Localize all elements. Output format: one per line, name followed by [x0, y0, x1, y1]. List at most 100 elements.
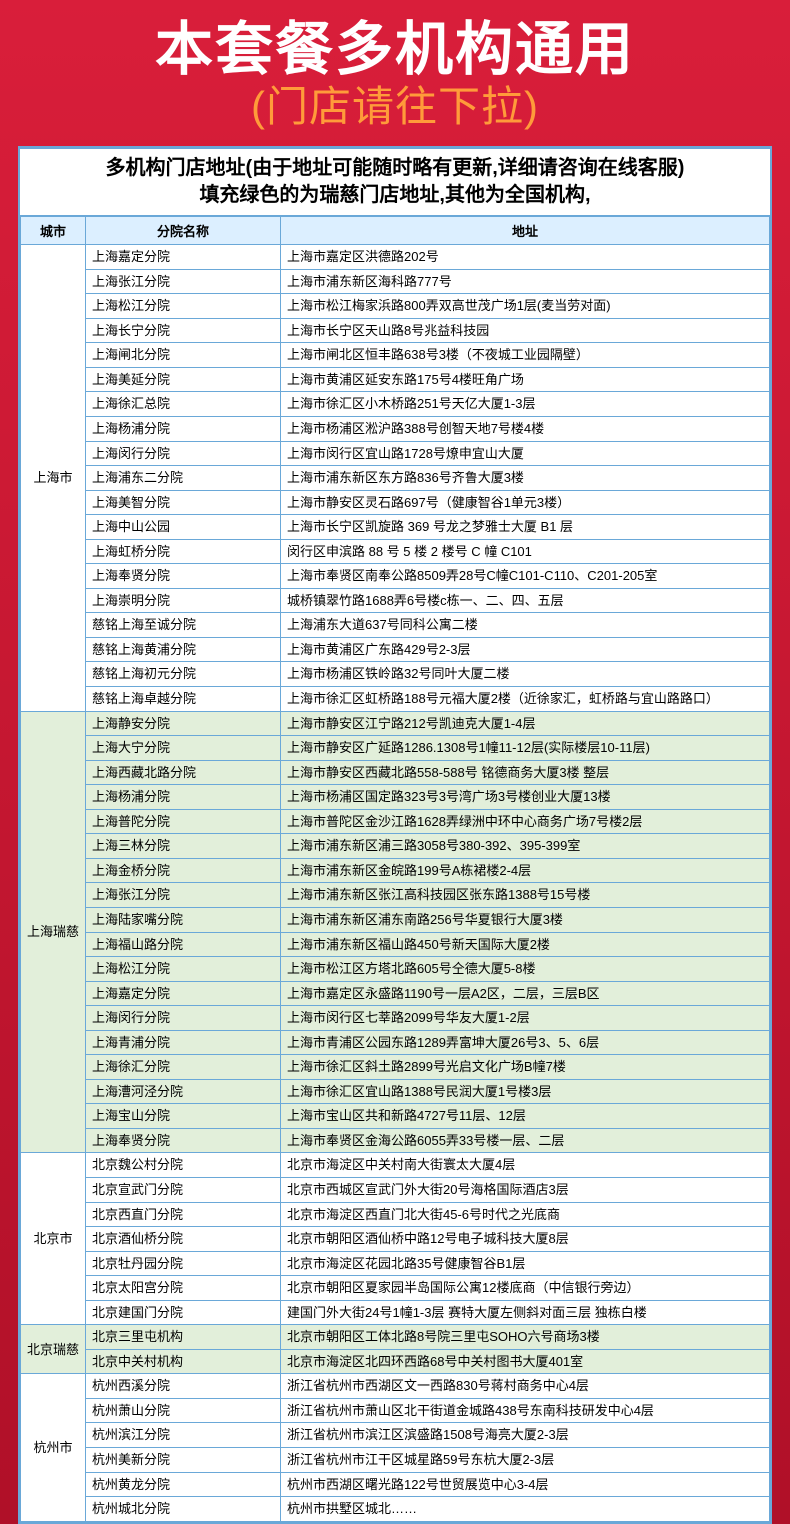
branch-cell: 北京魏公村分院 — [86, 1153, 281, 1178]
table-row: 上海三林分院上海市浦东新区浦三路3058号380-392、395-399室 — [21, 834, 770, 859]
table-row: 慈铭上海初元分院上海市杨浦区铁岭路32号同叶大厦二楼 — [21, 662, 770, 687]
branch-cell: 上海崇明分院 — [86, 588, 281, 613]
address-cell: 上海市嘉定区永盛路1190号一层A2区，二层，三层B区 — [281, 981, 770, 1006]
branch-cell: 慈铭上海黄浦分院 — [86, 637, 281, 662]
branch-cell: 上海奉贤分院 — [86, 1128, 281, 1153]
table-row: 慈铭上海至诚分院上海浦东大道637号同科公寓二楼 — [21, 613, 770, 638]
address-cell: 浙江省杭州市江干区城星路59号东杭大厦2-3层 — [281, 1447, 770, 1472]
address-cell: 上海市徐汇区斜土路2899号光启文化广场B幢7楼 — [281, 1055, 770, 1080]
branch-cell: 北京太阳宫分院 — [86, 1276, 281, 1301]
table-row: 上海虹桥分院闵行区申滨路 88 号 5 楼 2 楼号 C 幢 C101 — [21, 539, 770, 564]
city-cell: 杭州市 — [21, 1374, 86, 1521]
address-cell: 浙江省杭州市西湖区文一西路830号蒋村商务中心4层 — [281, 1374, 770, 1399]
address-cell: 上海市闵行区七莘路2099号华友大厦1-2层 — [281, 1006, 770, 1031]
table-row: 上海漕河泾分院上海市徐汇区宜山路1388号民润大厦1号楼3层 — [21, 1079, 770, 1104]
branch-table: 城市 分院名称 地址 上海市上海嘉定分院上海市嘉定区洪德路202号上海张江分院上… — [20, 216, 770, 1521]
address-cell: 建国门外大街24号1幢1-3层 赛特大厦左侧斜对面三层 独栋白楼 — [281, 1300, 770, 1325]
branch-cell: 上海松江分院 — [86, 957, 281, 982]
table-row: 上海福山路分院上海市浦东新区福山路450号新天国际大厦2楼 — [21, 932, 770, 957]
table-row: 上海杨浦分院上海市杨浦区国定路323号3号湾广场3号楼创业大厦13楼 — [21, 785, 770, 810]
col-branch: 分院名称 — [86, 217, 281, 245]
table-row: 上海松江分院上海市松江梅家浜路800弄双高世茂广场1层(麦当劳对面) — [21, 294, 770, 319]
branch-cell: 上海杨浦分院 — [86, 785, 281, 810]
branch-cell: 北京牡丹园分院 — [86, 1251, 281, 1276]
address-cell: 上海市浦东新区浦三路3058号380-392、395-399室 — [281, 834, 770, 859]
header-subtitle: (门店请往下拉) — [0, 82, 790, 132]
address-cell: 上海市静安区西藏北路558-588号 铭德商务大厦3楼 整层 — [281, 760, 770, 785]
address-cell: 北京市朝阳区夏家园半岛国际公寓12楼底商（中信银行旁边） — [281, 1276, 770, 1301]
branch-cell: 上海青浦分院 — [86, 1030, 281, 1055]
address-cell: 上海市杨浦区淞沪路388号创智天地7号楼4楼 — [281, 417, 770, 442]
address-cell: 北京市朝阳区工体北路8号院三里屯SOHO六号商场3楼 — [281, 1325, 770, 1350]
branch-cell: 上海张江分院 — [86, 269, 281, 294]
table-row: 上海崇明分院城桥镇翠竹路1688弄6号楼c栋一、二、四、五层 — [21, 588, 770, 613]
branch-cell: 上海嘉定分院 — [86, 981, 281, 1006]
branch-cell: 上海漕河泾分院 — [86, 1079, 281, 1104]
table-row: 慈铭上海卓越分院上海市徐汇区虹桥路188号元福大厦2楼（近徐家汇，虹桥路与宜山路… — [21, 687, 770, 712]
address-cell: 上海市浦东新区金皖路199号A栋裙楼2-4层 — [281, 858, 770, 883]
branch-cell: 杭州萧山分院 — [86, 1398, 281, 1423]
branch-cell: 上海松江分院 — [86, 294, 281, 319]
address-cell: 上海市宝山区共和新路4727号11层、12层 — [281, 1104, 770, 1129]
address-cell: 上海浦东大道637号同科公寓二楼 — [281, 613, 770, 638]
table-row: 北京酒仙桥分院北京市朝阳区酒仙桥中路12号电子城科技大厦8层 — [21, 1227, 770, 1252]
address-cell: 城桥镇翠竹路1688弄6号楼c栋一、二、四、五层 — [281, 588, 770, 613]
notice-line2: 填充绿色的为瑞慈门店地址,其他为全国机构, — [199, 184, 590, 206]
address-cell: 上海市杨浦区国定路323号3号湾广场3号楼创业大厦13楼 — [281, 785, 770, 810]
table-row: 杭州滨江分院浙江省杭州市滨江区滨盛路1508号海亮大厦2-3层 — [21, 1423, 770, 1448]
branch-cell: 上海奉贤分院 — [86, 564, 281, 589]
table-row: 上海张江分院上海市浦东新区张江高科技园区张东路1388号15号楼 — [21, 883, 770, 908]
address-cell: 上海市静安区灵石路697号（健康智谷1单元3楼） — [281, 490, 770, 515]
address-cell: 北京市西城区宣武门外大街20号海格国际酒店3层 — [281, 1177, 770, 1202]
table-row: 上海大宁分院上海市静安区广延路1286.1308号1幢11-12层(实际楼层10… — [21, 736, 770, 761]
address-cell: 上海市浦东新区张江高科技园区张东路1388号15号楼 — [281, 883, 770, 908]
branch-cell: 北京西直门分院 — [86, 1202, 281, 1227]
address-cell: 上海市闵行区宜山路1728号燎申宜山大厦 — [281, 441, 770, 466]
page-outer: 本套餐多机构通用 (门店请往下拉) 多机构门店地址(由于地址可能随时略有更新,详… — [0, 0, 790, 1524]
table-row: 上海中山公园上海市长宁区凯旋路 369 号龙之梦雅士大厦 B1 层 — [21, 515, 770, 540]
table-row: 北京牡丹园分院北京市海淀区花园北路35号健康智谷B1层 — [21, 1251, 770, 1276]
table-row: 杭州美新分院浙江省杭州市江干区城星路59号东杭大厦2-3层 — [21, 1447, 770, 1472]
branch-cell: 北京建国门分院 — [86, 1300, 281, 1325]
branch-cell: 上海闸北分院 — [86, 343, 281, 368]
branch-cell: 杭州西溪分院 — [86, 1374, 281, 1399]
address-cell: 北京市海淀区西直门北大街45-6号时代之光底商 — [281, 1202, 770, 1227]
table-row: 北京太阳宫分院北京市朝阳区夏家园半岛国际公寓12楼底商（中信银行旁边） — [21, 1276, 770, 1301]
address-cell: 北京市朝阳区酒仙桥中路12号电子城科技大厦8层 — [281, 1227, 770, 1252]
address-cell: 浙江省杭州市滨江区滨盛路1508号海亮大厦2-3层 — [281, 1423, 770, 1448]
branch-cell: 上海三林分院 — [86, 834, 281, 859]
branch-cell: 上海大宁分院 — [86, 736, 281, 761]
address-cell: 闵行区申滨路 88 号 5 楼 2 楼号 C 幢 C101 — [281, 539, 770, 564]
address-cell: 上海市浦东新区浦东南路256号华夏银行大厦3楼 — [281, 907, 770, 932]
content-panel: 多机构门店地址(由于地址可能随时略有更新,详细请咨询在线客服) 填充绿色的为瑞慈… — [18, 146, 772, 1523]
branch-cell: 杭州黄龙分院 — [86, 1472, 281, 1497]
table-row: 杭州黄龙分院杭州市西湖区曙光路122号世贸展览中心3-4层 — [21, 1472, 770, 1497]
address-cell: 上海市长宁区凯旋路 369 号龙之梦雅士大厦 B1 层 — [281, 515, 770, 540]
table-row: 杭州市杭州西溪分院浙江省杭州市西湖区文一西路830号蒋村商务中心4层 — [21, 1374, 770, 1399]
table-row: 上海奉贤分院上海市奉贤区南奉公路8509弄28号C幢C101-C110、C201… — [21, 564, 770, 589]
address-cell: 上海市松江区方塔北路605号仝德大厦5-8楼 — [281, 957, 770, 982]
table-row: 北京建国门分院建国门外大街24号1幢1-3层 赛特大厦左侧斜对面三层 独栋白楼 — [21, 1300, 770, 1325]
branch-cell: 上海徐汇总院 — [86, 392, 281, 417]
notice-text: 多机构门店地址(由于地址可能随时略有更新,详细请咨询在线客服) 填充绿色的为瑞慈… — [20, 149, 770, 216]
branch-cell: 杭州美新分院 — [86, 1447, 281, 1472]
city-cell: 北京市 — [21, 1153, 86, 1325]
table-row: 上海奉贤分院上海市奉贤区金海公路6055弄33号楼一层、二层 — [21, 1128, 770, 1153]
address-cell: 杭州市拱墅区城北…… — [281, 1497, 770, 1522]
header-title: 本套餐多机构通用 — [0, 18, 790, 82]
branch-cell: 上海普陀分院 — [86, 809, 281, 834]
branch-cell: 上海张江分院 — [86, 883, 281, 908]
table-row: 北京中关村机构北京市海淀区北四环西路68号中关村图书大厦401室 — [21, 1349, 770, 1374]
branch-cell: 慈铭上海卓越分院 — [86, 687, 281, 712]
branch-cell: 杭州城北分院 — [86, 1497, 281, 1522]
branch-cell: 上海福山路分院 — [86, 932, 281, 957]
branch-cell: 上海中山公园 — [86, 515, 281, 540]
address-cell: 杭州市西湖区曙光路122号世贸展览中心3-4层 — [281, 1472, 770, 1497]
city-cell: 上海市 — [21, 245, 86, 711]
table-row: 上海徐汇总院上海市徐汇区小木桥路251号天亿大厦1-3层 — [21, 392, 770, 417]
table-row: 北京西直门分院北京市海淀区西直门北大街45-6号时代之光底商 — [21, 1202, 770, 1227]
address-cell: 上海市黄浦区延安东路175号4楼旺角广场 — [281, 367, 770, 392]
branch-cell: 杭州滨江分院 — [86, 1423, 281, 1448]
city-cell: 北京瑞慈 — [21, 1325, 86, 1374]
city-cell: 上海瑞慈 — [21, 711, 86, 1153]
